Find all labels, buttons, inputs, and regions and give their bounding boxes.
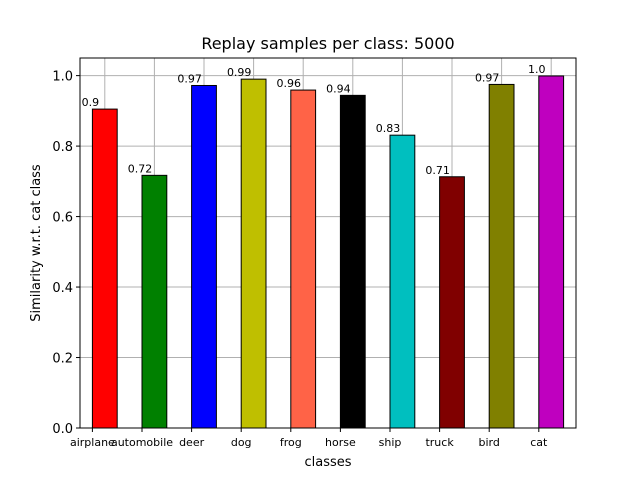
bar-frog — [290, 89, 317, 429]
data-label-bird: 0.97 — [475, 71, 500, 84]
bar-deer — [191, 84, 217, 429]
x-tick-label-frog: frog — [280, 436, 302, 449]
bar-automobile — [141, 174, 168, 429]
data-label-horse: 0.94 — [326, 82, 351, 95]
bar-cat — [538, 75, 565, 429]
bar-dog — [240, 78, 267, 429]
x-axis-label: classes — [304, 455, 351, 470]
x-tick-label-truck: truck — [425, 436, 454, 449]
y-tick-label: 0.2 — [52, 352, 73, 367]
x-tick-label-airplane: airplane — [70, 436, 115, 449]
data-label-deer: 0.97 — [177, 72, 202, 85]
bars — [91, 75, 565, 429]
chart-title: Replay samples per class: 5000 — [201, 34, 454, 53]
data-label-dog: 0.99 — [227, 66, 252, 79]
bar-bird — [488, 83, 515, 429]
x-tick-label-bird: bird — [479, 436, 500, 449]
data-label-truck: 0.71 — [425, 164, 450, 177]
x-tick-label-automobile: automobile — [111, 436, 173, 449]
data-labels: 0.9 0.72 0.97 0.99 0.96 0.94 0.83 0.71 0.97 1.0 — [82, 63, 546, 177]
x-tick-label-deer: deer — [179, 436, 205, 449]
bar-horse — [339, 94, 366, 429]
x-tick-label-cat: cat — [530, 436, 548, 449]
y-tick-label: 1.0 — [52, 70, 73, 85]
x-tick-label-horse: horse — [325, 436, 356, 449]
y-tick-label: 0.0 — [52, 422, 73, 437]
data-label-airplane: 0.9 — [82, 96, 100, 109]
data-label-ship: 0.83 — [376, 122, 401, 135]
data-label-cat: 1.0 — [528, 63, 546, 76]
x-tick-label-ship: ship — [379, 436, 402, 449]
plot-frame — [79, 57, 577, 429]
bar-truck — [439, 176, 465, 429]
bar-ship — [389, 134, 416, 429]
x-tick-label-dog: dog — [231, 436, 252, 449]
y-axis-ticks: 0.0 0.2 0.4 0.6 0.8 1.0 — [52, 70, 80, 437]
y-tick-label: 0.6 — [52, 211, 73, 226]
bar-airplane — [91, 108, 118, 429]
y-tick-label: 0.8 — [52, 140, 73, 155]
y-axis-label: Similarity w.r.t. cat class — [29, 164, 44, 322]
data-label-frog: 0.96 — [277, 77, 302, 90]
data-label-automobile: 0.72 — [128, 162, 153, 175]
y-tick-label: 0.4 — [52, 281, 73, 296]
